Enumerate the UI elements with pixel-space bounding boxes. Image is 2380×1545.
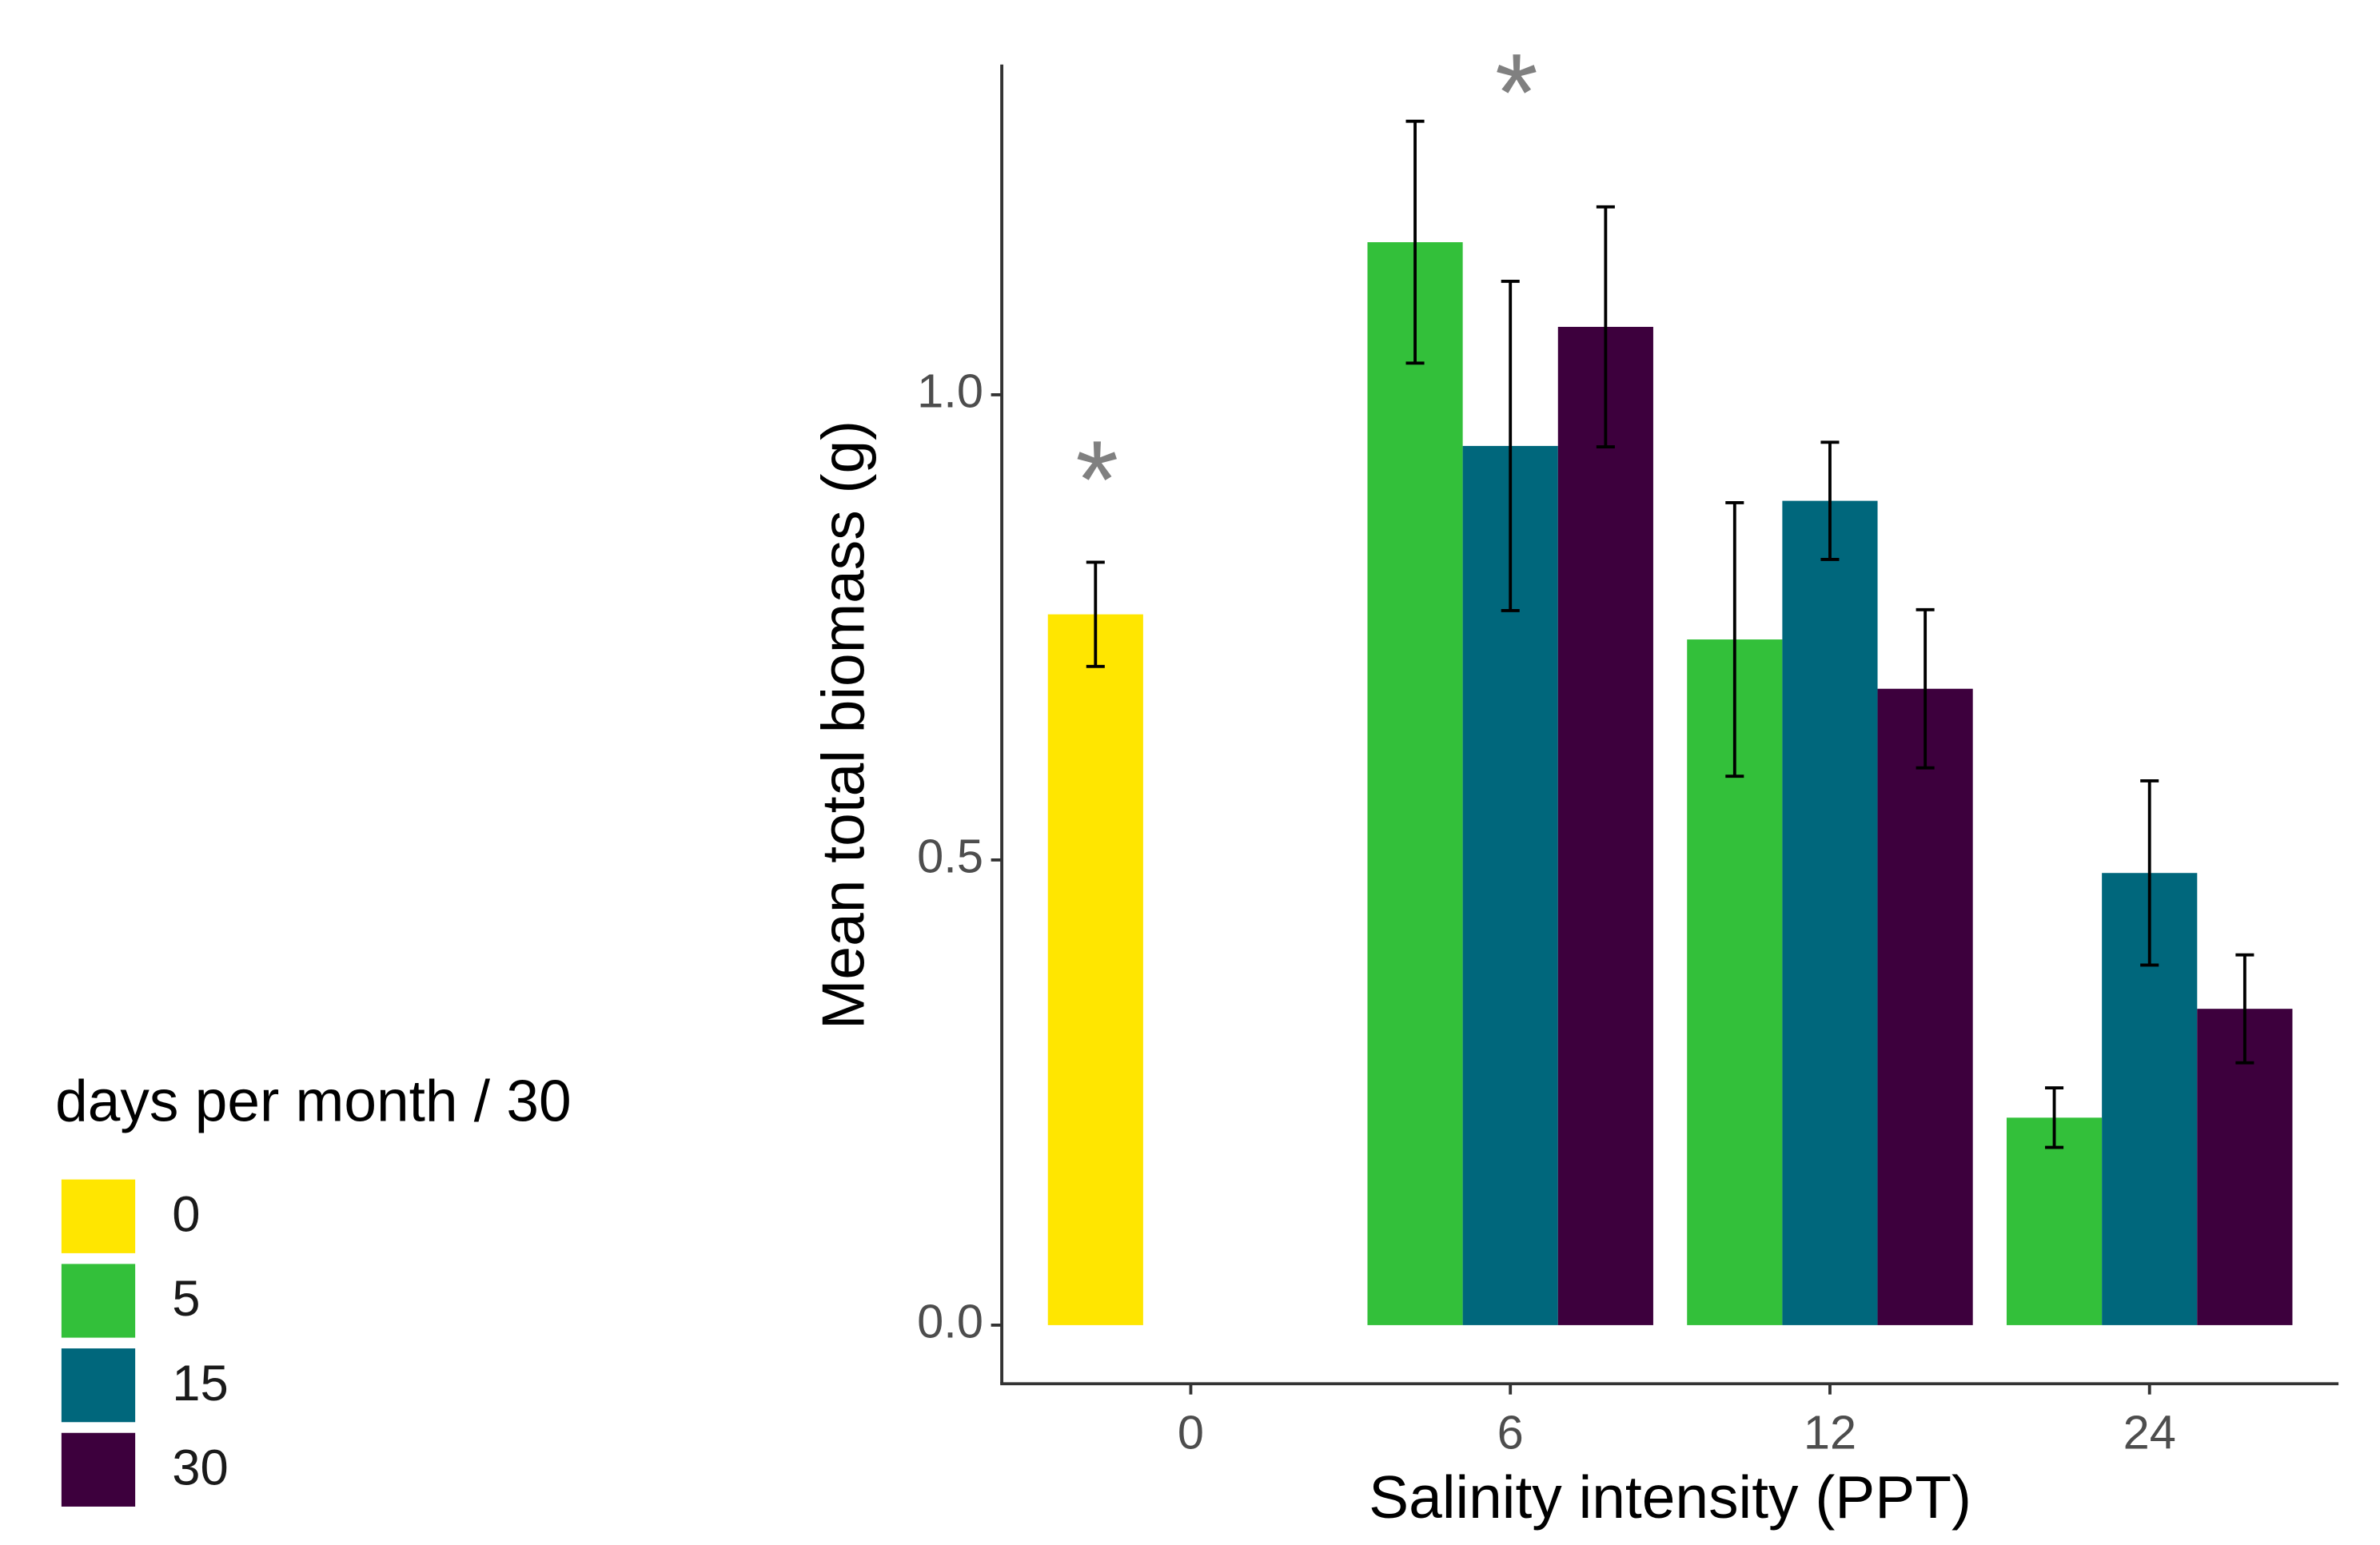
legend-key (61, 1348, 136, 1423)
legend-label: 5 (172, 1271, 200, 1327)
bar (1557, 326, 1653, 1325)
legend-label: 0 (172, 1186, 200, 1242)
bar (2006, 1117, 2103, 1325)
bar (1367, 242, 1463, 1325)
y-tick-label: 0.5 (917, 830, 983, 883)
legend-label: 30 (172, 1440, 229, 1496)
bar (1782, 500, 1878, 1325)
bar (1877, 688, 1973, 1325)
legend-key (61, 1179, 136, 1253)
x-tick-label: 0 (1178, 1405, 1204, 1459)
x-tick-label: 12 (1804, 1405, 1856, 1459)
legend-key (61, 1432, 136, 1507)
y-tick-label: 0.0 (917, 1295, 983, 1348)
x-tick-label: 6 (1497, 1405, 1524, 1459)
annotation: * (1075, 419, 1118, 542)
annotation: * (1495, 31, 1538, 154)
x-tick-label: 24 (2123, 1405, 2176, 1459)
legend-key (61, 1264, 136, 1338)
legend-label: 15 (172, 1356, 229, 1412)
bar (1047, 614, 1143, 1325)
y-tick-label: 1.0 (917, 364, 983, 418)
x-axis-title: Salinity intensity (PPT) (1369, 1463, 1971, 1531)
legend-title: days per month / 30 (55, 1069, 571, 1134)
y-axis-title: Mean total biomass (g) (810, 420, 877, 1029)
